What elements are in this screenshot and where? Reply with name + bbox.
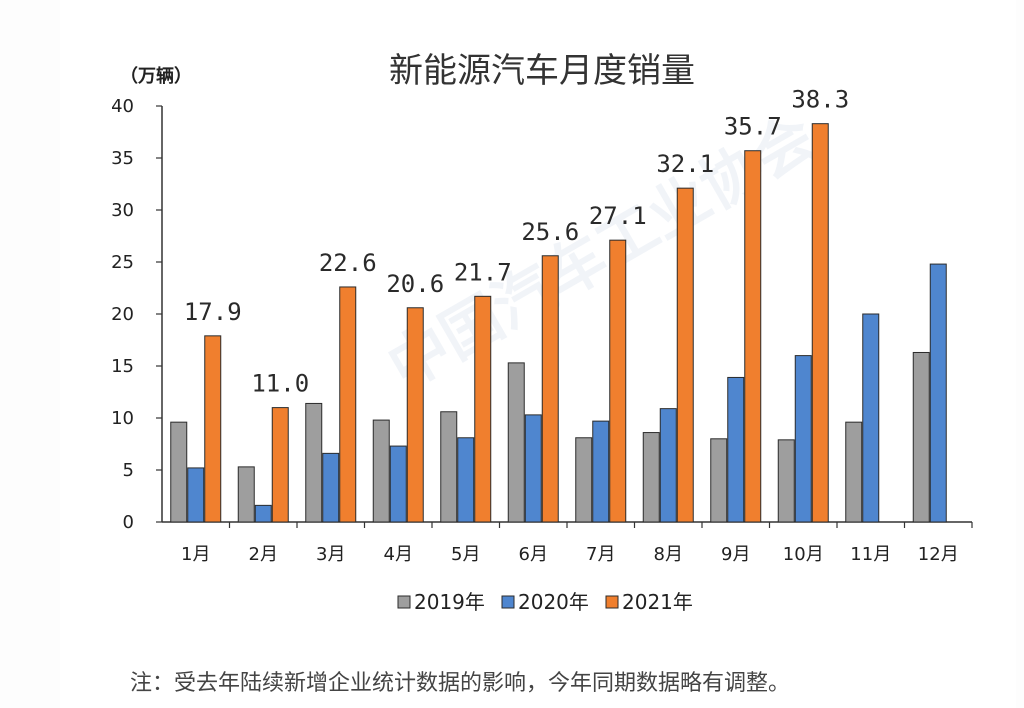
x-tick-label: 1月 bbox=[181, 544, 210, 565]
bar-2019年-2月 bbox=[237, 466, 255, 523]
x-tick-label: 11月 bbox=[850, 544, 891, 565]
data-label: 22.6 bbox=[319, 249, 377, 277]
bar-2019年-12月 bbox=[912, 351, 930, 523]
bar-2020年-11月 bbox=[862, 313, 880, 523]
bar-2019年-4月 bbox=[372, 419, 390, 523]
bar-2019年-3月 bbox=[305, 402, 323, 523]
legend-label: 2019年 bbox=[414, 590, 485, 614]
x-tick-label: 5月 bbox=[451, 544, 480, 565]
y-tick-label: 40 bbox=[111, 96, 134, 117]
legend-swatch bbox=[397, 595, 411, 609]
data-label: 32.1 bbox=[656, 150, 714, 178]
bar-2019年-10月 bbox=[777, 439, 795, 523]
x-tick-label: 9月 bbox=[721, 544, 750, 565]
x-tick-label: 3月 bbox=[316, 544, 345, 565]
bar-2019年-6月 bbox=[507, 362, 525, 523]
data-labels: 17.9 11.0 22.6 20.6 21.7 25.6 27.1 32.1 35.7 38.3 bbox=[184, 86, 849, 398]
bar-2020年-7月 bbox=[592, 420, 610, 523]
y-tick-label: 35 bbox=[111, 148, 134, 169]
bar-2019年-7月 bbox=[575, 437, 593, 523]
data-label: 35.7 bbox=[724, 113, 782, 141]
bar-2020年-9月 bbox=[727, 376, 745, 523]
data-label: 21.7 bbox=[454, 258, 512, 286]
bar-2020年-1月 bbox=[187, 467, 205, 523]
bar-2020年-6月 bbox=[524, 414, 542, 523]
bar-2019年-8月 bbox=[642, 432, 660, 523]
bar-2021年-4月 bbox=[406, 307, 424, 523]
y-axis-unit-label: （万辆） bbox=[120, 65, 192, 87]
bar-2020年-4月 bbox=[389, 445, 407, 523]
bar-2021年-10月 bbox=[811, 123, 829, 523]
legend-swatch bbox=[605, 595, 619, 609]
bar-2019年-1月 bbox=[170, 421, 188, 523]
data-label: 38.3 bbox=[791, 86, 849, 114]
x-tick-label: 4月 bbox=[384, 544, 413, 565]
y-tick-label: 5 bbox=[123, 460, 134, 481]
x-tick-label: 2月 bbox=[249, 544, 278, 565]
bar-2021年-8月 bbox=[676, 187, 694, 523]
bar-2021年-2月 bbox=[271, 407, 289, 523]
data-label: 11.0 bbox=[251, 370, 309, 398]
footnote: 注：受去年陆续新增企业统计数据的影响，今年同期数据略有调整。 bbox=[130, 671, 790, 696]
legend-swatch bbox=[501, 595, 515, 609]
bar-2020年-12月 bbox=[929, 263, 947, 523]
axes: 0 5 10 15 20 25 30 35 40 1月 2月 3月 4月 5月 6月 7月 8月 9月 10月 11月… bbox=[111, 96, 973, 565]
y-tick-label: 30 bbox=[111, 200, 134, 221]
x-tick-label: 12月 bbox=[918, 544, 959, 565]
bar-2021年-1月 bbox=[204, 335, 222, 523]
bar-2021年-5月 bbox=[474, 295, 492, 523]
bar-2020年-8月 bbox=[659, 408, 677, 523]
x-tick-label: 10月 bbox=[783, 544, 824, 565]
x-tick-label: 7月 bbox=[586, 544, 615, 565]
bar-2020年-2月 bbox=[254, 504, 272, 523]
bar-2019年-9月 bbox=[710, 438, 728, 523]
y-tick-label: 20 bbox=[111, 304, 134, 325]
bar-2019年-5月 bbox=[440, 411, 458, 523]
data-label: 25.6 bbox=[521, 218, 579, 246]
y-tick-label: 0 bbox=[123, 512, 134, 533]
legend: 2019年 2020年 2021年 bbox=[397, 590, 693, 614]
data-label: 27.1 bbox=[589, 202, 647, 230]
x-tick-label: 6月 bbox=[519, 544, 548, 565]
y-tick-label: 15 bbox=[111, 356, 134, 377]
bar-2021年-9月 bbox=[744, 150, 762, 523]
data-label: 20.6 bbox=[386, 270, 444, 298]
y-tick-label: 10 bbox=[111, 408, 134, 429]
bar-2019年-11月 bbox=[845, 421, 863, 523]
legend-label: 2020年 bbox=[518, 590, 589, 614]
bar-2020年-10月 bbox=[794, 355, 812, 523]
legend-label: 2021年 bbox=[622, 590, 693, 614]
bar-2021年-7月 bbox=[609, 239, 627, 523]
x-tick-label: 8月 bbox=[654, 544, 683, 565]
chart-title: 新能源汽车月度销量 bbox=[389, 51, 695, 91]
bar-2020年-3月 bbox=[322, 452, 340, 523]
bar-2020年-5月 bbox=[457, 437, 475, 523]
bar-2021年-3月 bbox=[339, 286, 357, 523]
bars bbox=[170, 123, 947, 523]
y-tick-label: 25 bbox=[111, 252, 134, 273]
bar-2021年-6月 bbox=[541, 255, 559, 523]
data-label: 17.9 bbox=[184, 298, 242, 326]
